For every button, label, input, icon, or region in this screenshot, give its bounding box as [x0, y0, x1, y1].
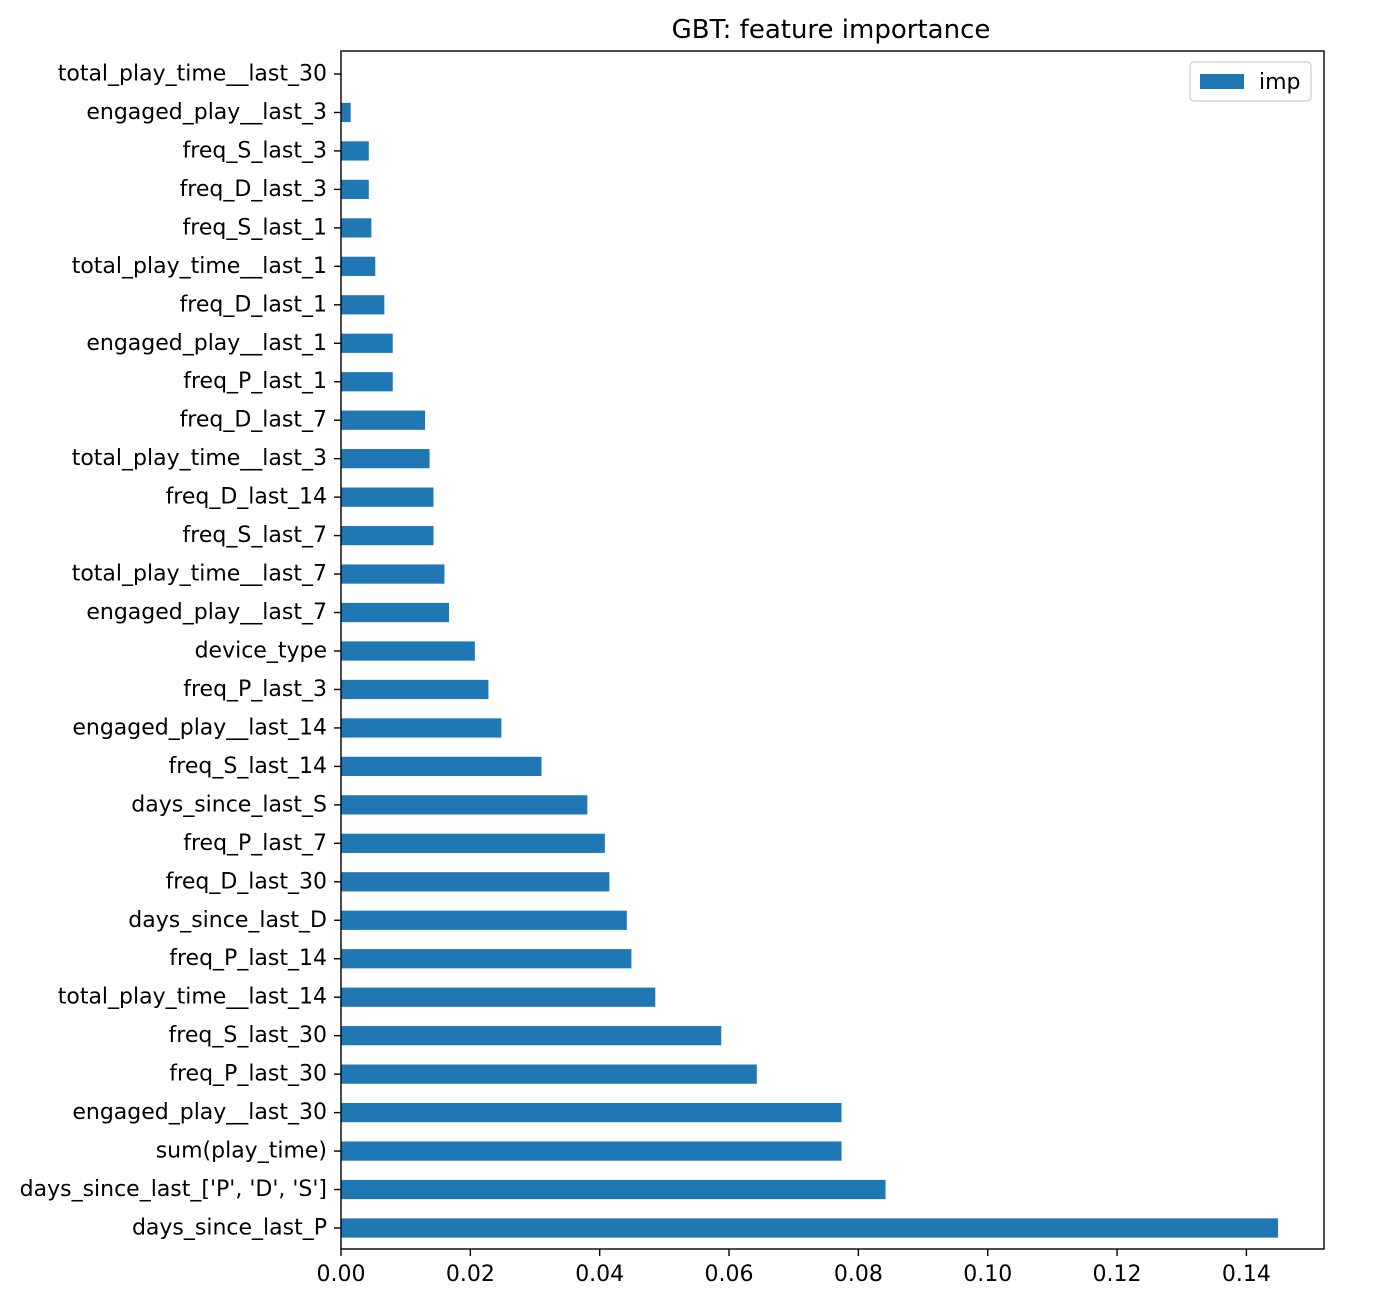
- bar: [341, 756, 542, 777]
- legend-swatch: [1200, 74, 1244, 89]
- y-tick-label: total_play_time__last_30: [58, 62, 327, 87]
- bar: [341, 1179, 886, 1200]
- x-tick-label: 0.06: [705, 1262, 754, 1287]
- bar: [341, 1102, 842, 1123]
- y-tick-label: days_since_last_P: [132, 1216, 327, 1241]
- bar: [341, 333, 393, 353]
- y-axis: total_play_time__last_30 engaged_play__la…: [20, 62, 341, 1241]
- y-tick-label: freq_S_last_3: [183, 138, 327, 163]
- y-tick-label: total_play_time__last_14: [58, 985, 327, 1010]
- chart-title: GBT: feature importance: [672, 15, 991, 45]
- y-tick-label: freq_D_last_3: [180, 177, 327, 202]
- plot-frame: [340, 50, 1325, 1250]
- x-tick-label: 0.10: [963, 1262, 1012, 1287]
- y-tick-label: total_play_time__last_3: [72, 446, 327, 471]
- y-tick-label: total_play_time__last_7: [72, 562, 327, 587]
- x-tick-label: 0.02: [446, 1262, 495, 1287]
- y-tick-label: engaged_play__last_7: [86, 600, 327, 625]
- bar: [341, 987, 656, 1007]
- y-tick-label: freq_D_last_1: [180, 292, 327, 317]
- legend-label-imp: imp: [1259, 70, 1301, 95]
- bar: [341, 372, 393, 392]
- x-tick-label: 0.04: [575, 1262, 624, 1287]
- bar: [341, 564, 445, 584]
- y-tick-label: freq_P_last_1: [183, 369, 327, 394]
- y-tick-label: freq_P_last_7: [183, 831, 327, 856]
- y-tick-label: sum(play_time): [156, 1139, 327, 1164]
- bar: [341, 872, 610, 892]
- bar: [341, 833, 605, 853]
- legend: imp: [1189, 61, 1312, 102]
- bar: [341, 179, 369, 200]
- y-tick-label: freq_P_last_30: [169, 1062, 327, 1087]
- bar: [341, 218, 372, 238]
- y-tick-label: days_since_last_['P', 'D', 'S']: [20, 1177, 327, 1202]
- y-tick-label: engaged_play__last_14: [72, 715, 327, 740]
- y-tick-label: freq_S_last_7: [183, 523, 327, 548]
- bar: [341, 679, 489, 700]
- bar: [341, 1064, 757, 1084]
- bar: [341, 102, 351, 123]
- y-tick-label: freq_D_last_30: [166, 869, 327, 894]
- x-tick-label: 0.14: [1222, 1262, 1271, 1287]
- y-tick-label: freq_S_last_14: [169, 754, 327, 779]
- y-tick-label: device_type: [195, 639, 327, 664]
- y-tick-label: freq_P_last_14: [169, 946, 327, 971]
- bar: [341, 641, 475, 661]
- bar: [341, 1218, 1279, 1238]
- bar: [341, 525, 434, 546]
- y-tick-label: days_since_last_S: [131, 792, 327, 817]
- y-tick-label: days_since_last_D: [128, 908, 327, 933]
- x-tick-label: 0.08: [834, 1262, 883, 1287]
- bar: [341, 1026, 722, 1046]
- y-tick-label: engaged_play__last_3: [86, 100, 327, 125]
- y-tick-label: freq_D_last_14: [166, 485, 327, 510]
- bar: [341, 602, 450, 623]
- x-tick-label: 0.12: [1093, 1262, 1142, 1287]
- x-axis: 0.00 0.02 0.04 0.06 0.08 0.10 0.12 0.14: [317, 1249, 1271, 1287]
- bar: [341, 1141, 842, 1161]
- bar: [341, 910, 627, 930]
- bar: [341, 718, 502, 738]
- y-tick-label: freq_D_last_7: [180, 408, 327, 433]
- y-tick-label: freq_S_last_1: [183, 215, 327, 240]
- bar: [341, 410, 426, 430]
- bar: [341, 295, 385, 315]
- bar: [341, 141, 369, 161]
- bar: [341, 949, 632, 969]
- bar: [341, 795, 588, 815]
- y-tick-label: total_play_time__last_1: [72, 254, 327, 279]
- y-tick-label: freq_P_last_3: [183, 677, 327, 702]
- bar: [341, 449, 430, 469]
- y-tick-label: engaged_play__last_30: [72, 1100, 327, 1125]
- y-tick-label: freq_S_last_30: [169, 1023, 327, 1048]
- y-tick-label: engaged_play__last_1: [86, 331, 327, 356]
- legend-box: [1189, 61, 1312, 102]
- bar: [341, 256, 376, 276]
- bar: [341, 487, 434, 507]
- x-tick-label: 0.00: [317, 1262, 366, 1287]
- bars-layer: [341, 102, 1279, 1238]
